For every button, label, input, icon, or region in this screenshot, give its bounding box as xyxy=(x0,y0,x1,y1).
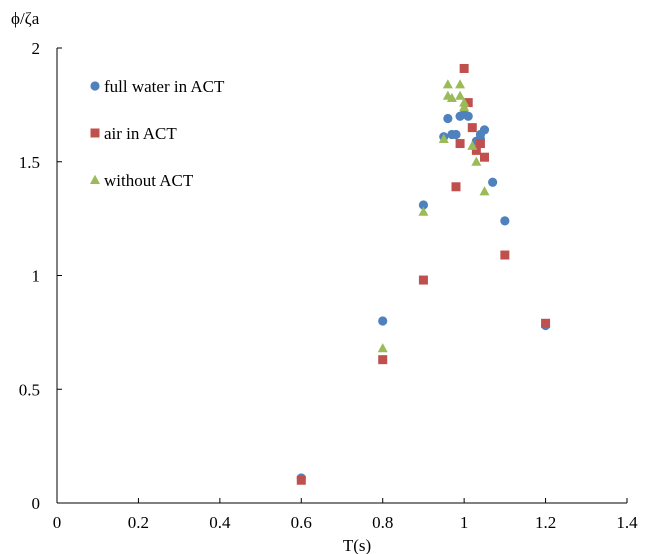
x-tick-label: 1 xyxy=(460,513,469,532)
data-point-square xyxy=(418,275,428,285)
data-point-triangle xyxy=(377,343,388,353)
legend-label: air in ACT xyxy=(104,124,177,143)
data-point-square xyxy=(480,152,489,162)
data-point-square xyxy=(455,139,465,149)
data-point-square xyxy=(463,98,473,108)
legend-label: full water in ACT xyxy=(104,77,225,96)
legend-marker-circle xyxy=(90,81,100,91)
tick-labels: 0 0.2 0.4 0.6 0.8 1 1.2 1.4 0 0.5 1 1.5 2 xyxy=(19,39,638,532)
x-tick-label: 0.4 xyxy=(209,513,231,532)
data-point-square xyxy=(296,475,306,485)
data-point-circle xyxy=(451,129,461,140)
data-point-square xyxy=(500,250,510,260)
legend-item: air in ACT xyxy=(90,124,177,143)
y-tick-label: 0 xyxy=(32,494,41,513)
data-point-triangle xyxy=(467,140,478,150)
data-point-square xyxy=(459,63,469,73)
y-axis-label: ϕ/ζa xyxy=(11,9,40,28)
data-point-circle xyxy=(378,316,388,326)
data-point-triangle xyxy=(438,133,449,143)
data-point-triangle xyxy=(479,186,490,196)
series-circle xyxy=(296,109,551,483)
data-point-square xyxy=(471,145,481,155)
y-tick-label: 2 xyxy=(32,39,41,58)
data-point-circle xyxy=(443,113,453,124)
y-tick-label: 1 xyxy=(32,267,41,286)
x-tick-label: 0 xyxy=(53,513,62,532)
data-point-square xyxy=(451,182,461,192)
x-tick-label: 1.2 xyxy=(535,513,556,532)
y-tick-label: 0.5 xyxy=(19,380,40,399)
data-points xyxy=(296,63,551,485)
x-tick-label: 1.4 xyxy=(616,513,638,532)
data-point-triangle xyxy=(459,101,470,112)
data-point-triangle xyxy=(471,156,482,166)
data-point-triangle xyxy=(455,79,466,89)
legend-item: without ACT xyxy=(90,171,194,190)
data-point-square xyxy=(541,318,551,328)
data-point-square xyxy=(378,355,388,365)
data-point-circle xyxy=(463,111,473,121)
data-point-triangle xyxy=(442,79,453,89)
x-axis-label: T(s) xyxy=(343,536,371,554)
legend-label: without ACT xyxy=(104,171,194,190)
x-tick-label: 0.6 xyxy=(291,513,312,532)
data-point-triangle xyxy=(455,90,466,100)
axes xyxy=(56,48,627,504)
data-point-triangle xyxy=(418,206,429,216)
series-triangle xyxy=(377,79,490,353)
data-point-triangle xyxy=(446,92,457,103)
x-tick-label: 0.2 xyxy=(128,513,149,532)
y-tick-label: 1.5 xyxy=(19,153,40,172)
data-point-square xyxy=(467,123,477,133)
legend-item: full water in ACT xyxy=(90,77,225,96)
data-point-square xyxy=(475,139,485,149)
data-point-circle xyxy=(500,216,510,226)
data-point-circle xyxy=(479,125,490,135)
legend-marker-square xyxy=(90,128,100,138)
tick-marks xyxy=(56,47,628,504)
series-square xyxy=(296,63,551,485)
data-point-circle xyxy=(418,200,429,210)
data-point-circle xyxy=(488,177,498,187)
legend: full water in ACT air in ACT without ACT xyxy=(90,77,225,190)
legend-marker-triangle xyxy=(90,174,100,184)
x-tick-label: 0.8 xyxy=(372,513,393,532)
